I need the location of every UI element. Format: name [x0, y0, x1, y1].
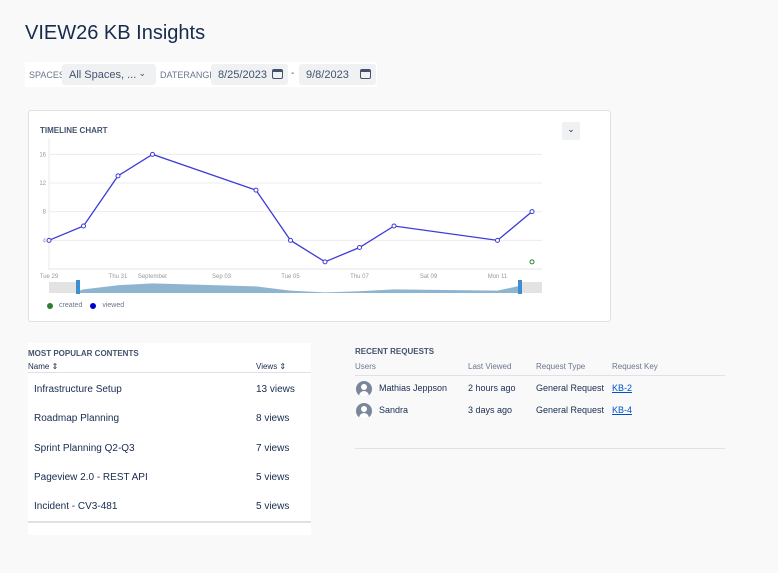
request-key-link[interactable]: KB-4 — [612, 405, 633, 415]
viewed-point — [495, 237, 500, 243]
y-tick-label: 12 — [39, 181, 46, 187]
date-separator: - — [291, 68, 295, 79]
user-name: Sandra — [379, 405, 409, 415]
spaces-value: All Spaces, ... — [69, 69, 137, 81]
created-point — [529, 259, 535, 265]
timeline-chart: 4 8 12 16 Tue 29 Thu 31 September Sep 03 Tue 05 T… — [39, 139, 542, 294]
recent-requests: RECENT REQUESTS Users Last Viewed Reques… — [355, 343, 725, 453]
x-tick-label: Tue 29 — [40, 274, 59, 280]
x-tick-label: Sep 03 — [212, 274, 232, 280]
col-last-viewed: Last Viewed — [468, 362, 512, 371]
x-tick-label: Thu 31 — [109, 274, 128, 280]
col-name[interactable]: Name ⇕ — [28, 362, 59, 371]
viewed-line — [48, 153, 533, 263]
chart-menu-button[interactable]: ⌄ — [562, 122, 580, 140]
content-name[interactable]: Incident - CV3-481 — [34, 501, 118, 513]
filter-bar: SPACES All Spaces, ... ⌄ DATERANGE 8/25/2… — [25, 62, 377, 87]
y-tick-label: 8 — [43, 210, 47, 216]
chevron-down-icon: ⌄ — [567, 124, 575, 134]
x-tick-label: September — [138, 274, 167, 280]
viewed-point — [391, 223, 397, 229]
request-type: General Request — [536, 383, 605, 393]
calendar-icon[interactable] — [360, 69, 371, 79]
navigator-window — [78, 282, 519, 293]
col-request-key: Request Key — [612, 362, 658, 371]
col-request-type: Request Type — [536, 362, 586, 371]
divider — [28, 372, 311, 373]
x-tick-label: Sat 09 — [420, 274, 438, 280]
daterange-label: DATERANGE — [160, 70, 216, 80]
timeline-title: TIMELINE CHART — [40, 126, 108, 135]
spaces-label: SPACES — [29, 70, 65, 80]
timeline-card: TIMELINE CHART ⌄ 4 8 12 16 Tue 29 Thu 31 Septe… — [28, 110, 611, 322]
content-views: 13 views — [256, 384, 295, 395]
date-to-value: 9/8/2023 — [306, 69, 349, 81]
navigator-handle-left[interactable] — [76, 280, 80, 294]
viewed-point — [322, 259, 328, 265]
date-from-input[interactable]: 8/25/2023 — [211, 64, 288, 85]
last-viewed: 2 hours ago — [468, 383, 516, 393]
content-views: 8 views — [256, 413, 290, 425]
x-tick-label: Mon 11 — [488, 274, 508, 280]
last-viewed: 3 days ago — [468, 405, 513, 415]
request-key-link[interactable]: KB-2 — [612, 383, 633, 393]
popular-title: MOST POPULAR CONTENTS — [28, 349, 139, 358]
content-views: 7 views — [256, 442, 290, 454]
viewed-point — [253, 187, 259, 193]
legend-created-dot — [47, 302, 53, 309]
viewed-point — [150, 151, 155, 157]
legend-created[interactable]: created — [59, 302, 83, 309]
calendar-icon[interactable] — [272, 69, 283, 79]
viewed-point — [357, 245, 362, 250]
divider — [355, 448, 725, 449]
content-name[interactable]: Infrastructure Setup — [34, 384, 122, 395]
date-from-value: 8/25/2023 — [218, 69, 267, 81]
content-views: 5 views — [256, 471, 290, 483]
request-type: General Request — [536, 405, 605, 415]
col-views[interactable]: Views ⇕ — [256, 362, 287, 371]
y-tick-label: 4 — [43, 238, 47, 244]
divider — [355, 375, 725, 376]
viewed-point — [46, 237, 52, 243]
avatar-icon — [356, 381, 372, 397]
y-tick-label: 16 — [39, 152, 46, 158]
spaces-select[interactable]: All Spaces, ... ⌄ — [62, 64, 156, 85]
viewed-point — [81, 223, 86, 229]
navigator-handle-right[interactable] — [518, 280, 522, 294]
x-tick-label: Tue 05 — [281, 274, 300, 280]
divider — [28, 521, 311, 523]
content-name[interactable]: Pageview 2.0 - REST API — [34, 471, 148, 483]
user-name: Mathias Jeppson — [379, 383, 448, 393]
legend-viewed-dot — [90, 302, 97, 309]
x-tick-label: Thu 07 — [350, 274, 369, 280]
recent-title: RECENT REQUESTS — [355, 347, 435, 356]
navigator-area — [78, 283, 519, 293]
content-views: 5 views — [256, 501, 290, 513]
viewed-point — [115, 173, 121, 179]
date-to-input[interactable]: 9/8/2023 — [299, 64, 376, 85]
page-title: VIEW26 KB Insights — [25, 22, 206, 44]
popular-contents: MOST POPULAR CONTENTS Name ⇕ Views ⇕ Inf… — [28, 343, 311, 535]
viewed-point — [288, 237, 293, 243]
content-name[interactable]: Sprint Planning Q2-Q3 — [34, 442, 135, 454]
chart-legend: created viewed — [47, 302, 124, 309]
viewed-point — [529, 209, 535, 215]
avatar-icon — [356, 403, 372, 419]
content-name[interactable]: Roadmap Planning — [34, 413, 120, 425]
chevron-down-icon: ⌄ — [138, 68, 146, 78]
legend-viewed[interactable]: viewed — [102, 302, 125, 309]
col-users: Users — [355, 362, 376, 371]
